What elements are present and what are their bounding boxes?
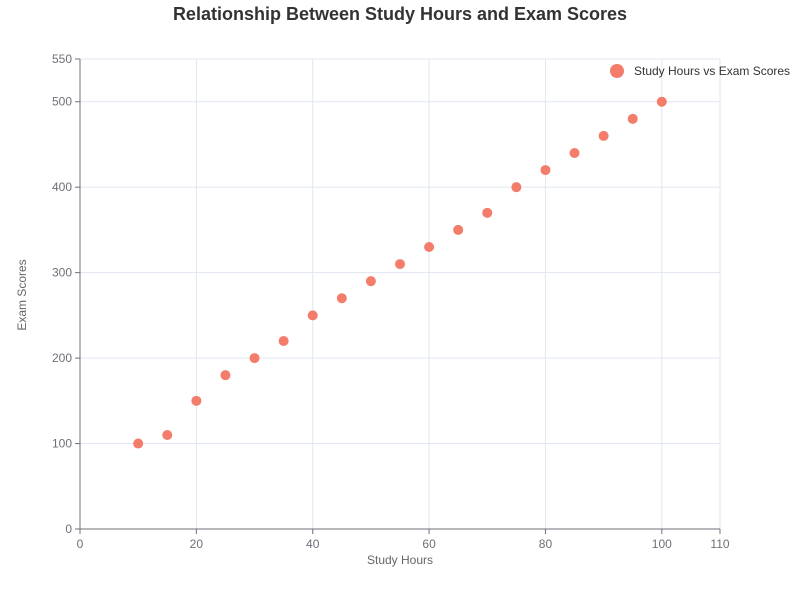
grid-lines [80, 58, 721, 529]
scatter-point[interactable] [395, 259, 405, 270]
x-tick-label: 0 [77, 537, 84, 551]
x-tick-label: 100 [652, 537, 672, 551]
legend-marker [610, 64, 624, 78]
x-axis-label: Study Hours [367, 553, 433, 567]
scatter-point[interactable] [627, 113, 638, 124]
x-tick-label: 80 [539, 537, 553, 551]
y-tick-label: 300 [52, 266, 72, 280]
scatter-point[interactable] [336, 293, 347, 304]
scatter-point[interactable] [278, 336, 289, 346]
x-axis-ticks: 0 20 40 60 80 100 110 [77, 529, 730, 551]
axes [79, 59, 720, 530]
legend[interactable]: Study Hours vs Exam Scores [610, 64, 790, 78]
scatter-point[interactable] [453, 224, 464, 235]
x-tick-label: 20 [190, 537, 204, 551]
scatter-point[interactable] [191, 395, 202, 406]
scatter-point[interactable] [656, 96, 667, 107]
scatter-point[interactable] [162, 430, 173, 440]
y-axis-ticks: 0 100 200 300 400 500 550 [52, 52, 80, 536]
scatter-point[interactable] [569, 148, 580, 158]
x-tick-label: 110 [710, 537, 729, 551]
y-tick-label: 200 [52, 351, 72, 365]
chart-title: Relationship Between Study Hours and Exa… [173, 4, 627, 24]
y-tick-label: 550 [52, 52, 72, 66]
scatter-point[interactable] [365, 276, 376, 287]
data-points [133, 96, 667, 449]
x-tick-label: 40 [306, 537, 320, 551]
scatter-point[interactable] [598, 130, 609, 141]
y-axis-label: Exam Scores [15, 259, 29, 330]
scatter-point[interactable] [424, 242, 435, 252]
scatter-point[interactable] [133, 438, 144, 449]
y-tick-label: 400 [52, 180, 72, 194]
y-tick-label: 100 [52, 437, 72, 451]
scatter-point[interactable] [249, 353, 260, 364]
legend-label: Study Hours vs Exam Scores [634, 64, 790, 78]
x-tick-label: 60 [422, 537, 436, 551]
y-tick-label: 0 [65, 522, 72, 536]
scatter-point[interactable] [220, 370, 231, 381]
scatter-point[interactable] [482, 207, 493, 218]
scatter-point[interactable] [540, 165, 551, 176]
y-tick-label: 500 [52, 95, 72, 109]
scatter-point[interactable] [307, 310, 318, 321]
scatter-point[interactable] [511, 182, 522, 193]
